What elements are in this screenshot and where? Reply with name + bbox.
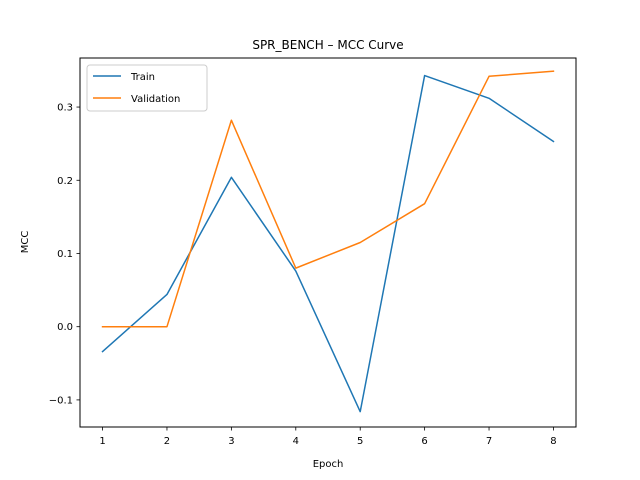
x-tick-label: 1 [99,436,105,447]
plot-frame [79,57,577,428]
y-axis: −0.1 0.0 0.1 0.2 0.3 [49,103,80,406]
series-line-validation [101,70,555,328]
legend-label-validation: Validation [131,94,180,105]
x-tick-label: 3 [228,436,234,447]
series-layer [101,70,555,413]
data-point-validation [231,119,233,121]
x-tick-label: 6 [421,436,427,447]
data-point-validation [359,242,361,244]
data-point-train [295,270,297,272]
data-point-validation [166,326,168,328]
data-point-validation [102,326,104,328]
data-point-validation [553,70,555,72]
y-tick-label: 0.1 [57,249,73,260]
y-tick-label: 0.2 [57,176,73,187]
series-line-train [101,74,555,413]
data-point-train [359,411,361,413]
x-axis-label: Epoch [313,459,344,470]
data-point-train [553,141,555,143]
y-tick-label: 0.3 [57,103,73,114]
data-point-train [488,97,490,99]
x-tick-label: 8 [550,436,556,447]
x-tick-label: 7 [486,436,492,447]
chart-title: SPR_BENCH – MCC Curve [252,38,403,52]
data-point-train [424,75,426,77]
data-point-train [102,351,104,353]
data-point-validation [488,76,490,78]
legend-label-train: Train [130,72,155,83]
data-point-train [166,294,168,296]
x-tick-label: 5 [357,436,363,447]
y-tick-label: 0.0 [57,322,73,333]
data-point-train [231,177,233,179]
x-axis: 1 2 3 4 5 6 7 8 [99,427,557,447]
data-point-validation [424,203,426,205]
legend: Train Validation [86,64,208,112]
y-axis-label: MCC [20,231,31,254]
x-tick-label: 4 [293,436,299,447]
y-tick-label: −0.1 [49,395,73,406]
x-tick-label: 2 [164,436,170,447]
data-point-validation [295,267,297,269]
